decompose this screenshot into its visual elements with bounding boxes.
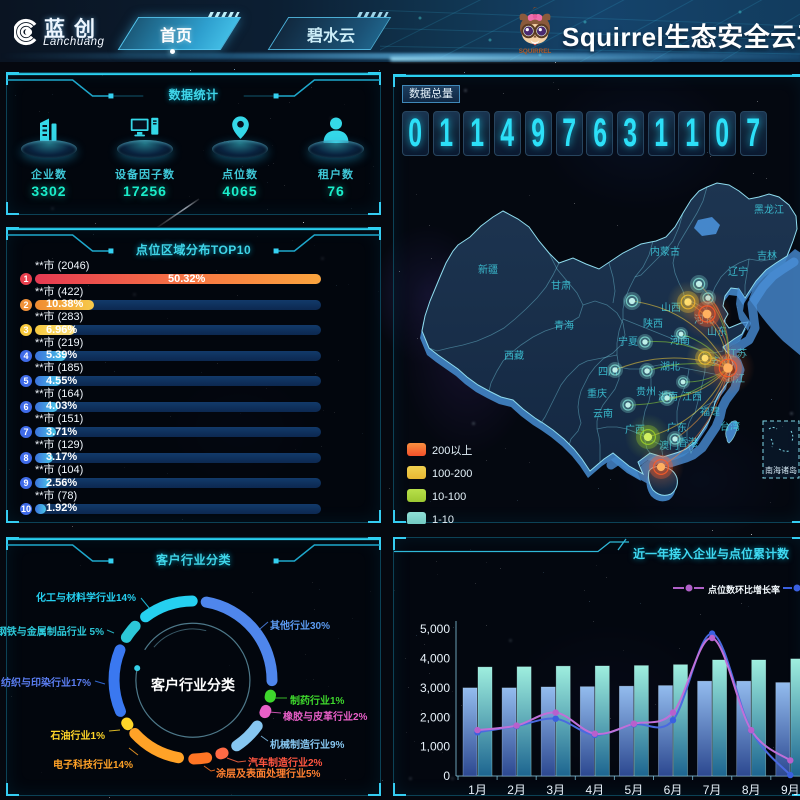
- svg-text:云南: 云南: [593, 407, 613, 420]
- svg-text:贵州: 贵州: [636, 385, 656, 398]
- svg-text:青海: 青海: [554, 319, 574, 332]
- svg-text:2月: 2月: [507, 783, 526, 797]
- svg-text:辽宁: 辽宁: [728, 265, 748, 278]
- svg-text:0: 0: [443, 769, 450, 783]
- svg-text:10-100: 10-100: [432, 491, 466, 503]
- svg-text:重庆: 重庆: [587, 387, 607, 400]
- svg-text:陕西: 陕西: [643, 317, 663, 330]
- svg-text:8月: 8月: [742, 783, 761, 797]
- svg-text:福建: 福建: [700, 405, 720, 418]
- svg-text:SQUIRREL: SQUIRREL: [519, 48, 552, 55]
- svg-text:台湾: 台湾: [720, 420, 740, 433]
- svg-text:1,000: 1,000: [420, 740, 450, 754]
- svg-text:河南: 河南: [670, 334, 690, 347]
- svg-text:200以上: 200以上: [432, 444, 472, 457]
- svg-text:广东: 广东: [667, 421, 687, 434]
- svg-text:吉林: 吉林: [757, 249, 777, 262]
- svg-text:2,000: 2,000: [420, 710, 450, 724]
- svg-text:南海诸岛: 南海诸岛: [765, 465, 797, 475]
- svg-text:5月: 5月: [625, 783, 644, 797]
- svg-text:3,000: 3,000: [420, 681, 450, 695]
- svg-text:6月: 6月: [664, 783, 683, 797]
- svg-text:5,000: 5,000: [420, 622, 450, 636]
- svg-text:黑龙江: 黑龙江: [754, 203, 784, 216]
- svg-text:100-200: 100-200: [432, 468, 472, 480]
- svg-text:新疆: 新疆: [478, 263, 498, 276]
- svg-text:内蒙古: 内蒙古: [650, 245, 680, 258]
- svg-text:4月: 4月: [585, 783, 604, 797]
- svg-text:西藏: 西藏: [504, 350, 524, 362]
- svg-text:4,000: 4,000: [420, 652, 450, 666]
- svg-text:1-10: 1-10: [432, 514, 454, 524]
- svg-text:1月: 1月: [468, 783, 487, 797]
- svg-text:9月: 9月: [781, 783, 800, 797]
- svg-text:湖北: 湖北: [660, 361, 680, 373]
- svg-text:3月: 3月: [546, 783, 565, 797]
- svg-text:7月: 7月: [703, 783, 722, 797]
- svg-text:宁夏: 宁夏: [618, 335, 638, 348]
- svg-text:四川: 四川: [598, 367, 618, 378]
- svg-text:甘肃: 甘肃: [551, 279, 571, 292]
